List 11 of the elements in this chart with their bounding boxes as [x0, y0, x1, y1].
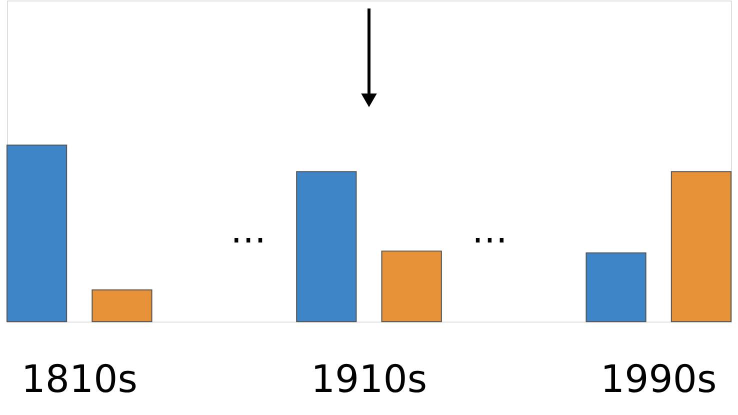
x-tick-label: 1810s [21, 356, 138, 401]
bar [586, 252, 646, 322]
bar [381, 250, 442, 322]
x-tick-label: 1910s [310, 356, 428, 401]
annotation: … [230, 210, 266, 252]
bar [6, 144, 68, 322]
x-tick-label: 1990s [600, 356, 717, 401]
annotation: … [472, 210, 508, 252]
bar [670, 171, 732, 322]
bar [296, 171, 357, 322]
bar [92, 289, 152, 322]
